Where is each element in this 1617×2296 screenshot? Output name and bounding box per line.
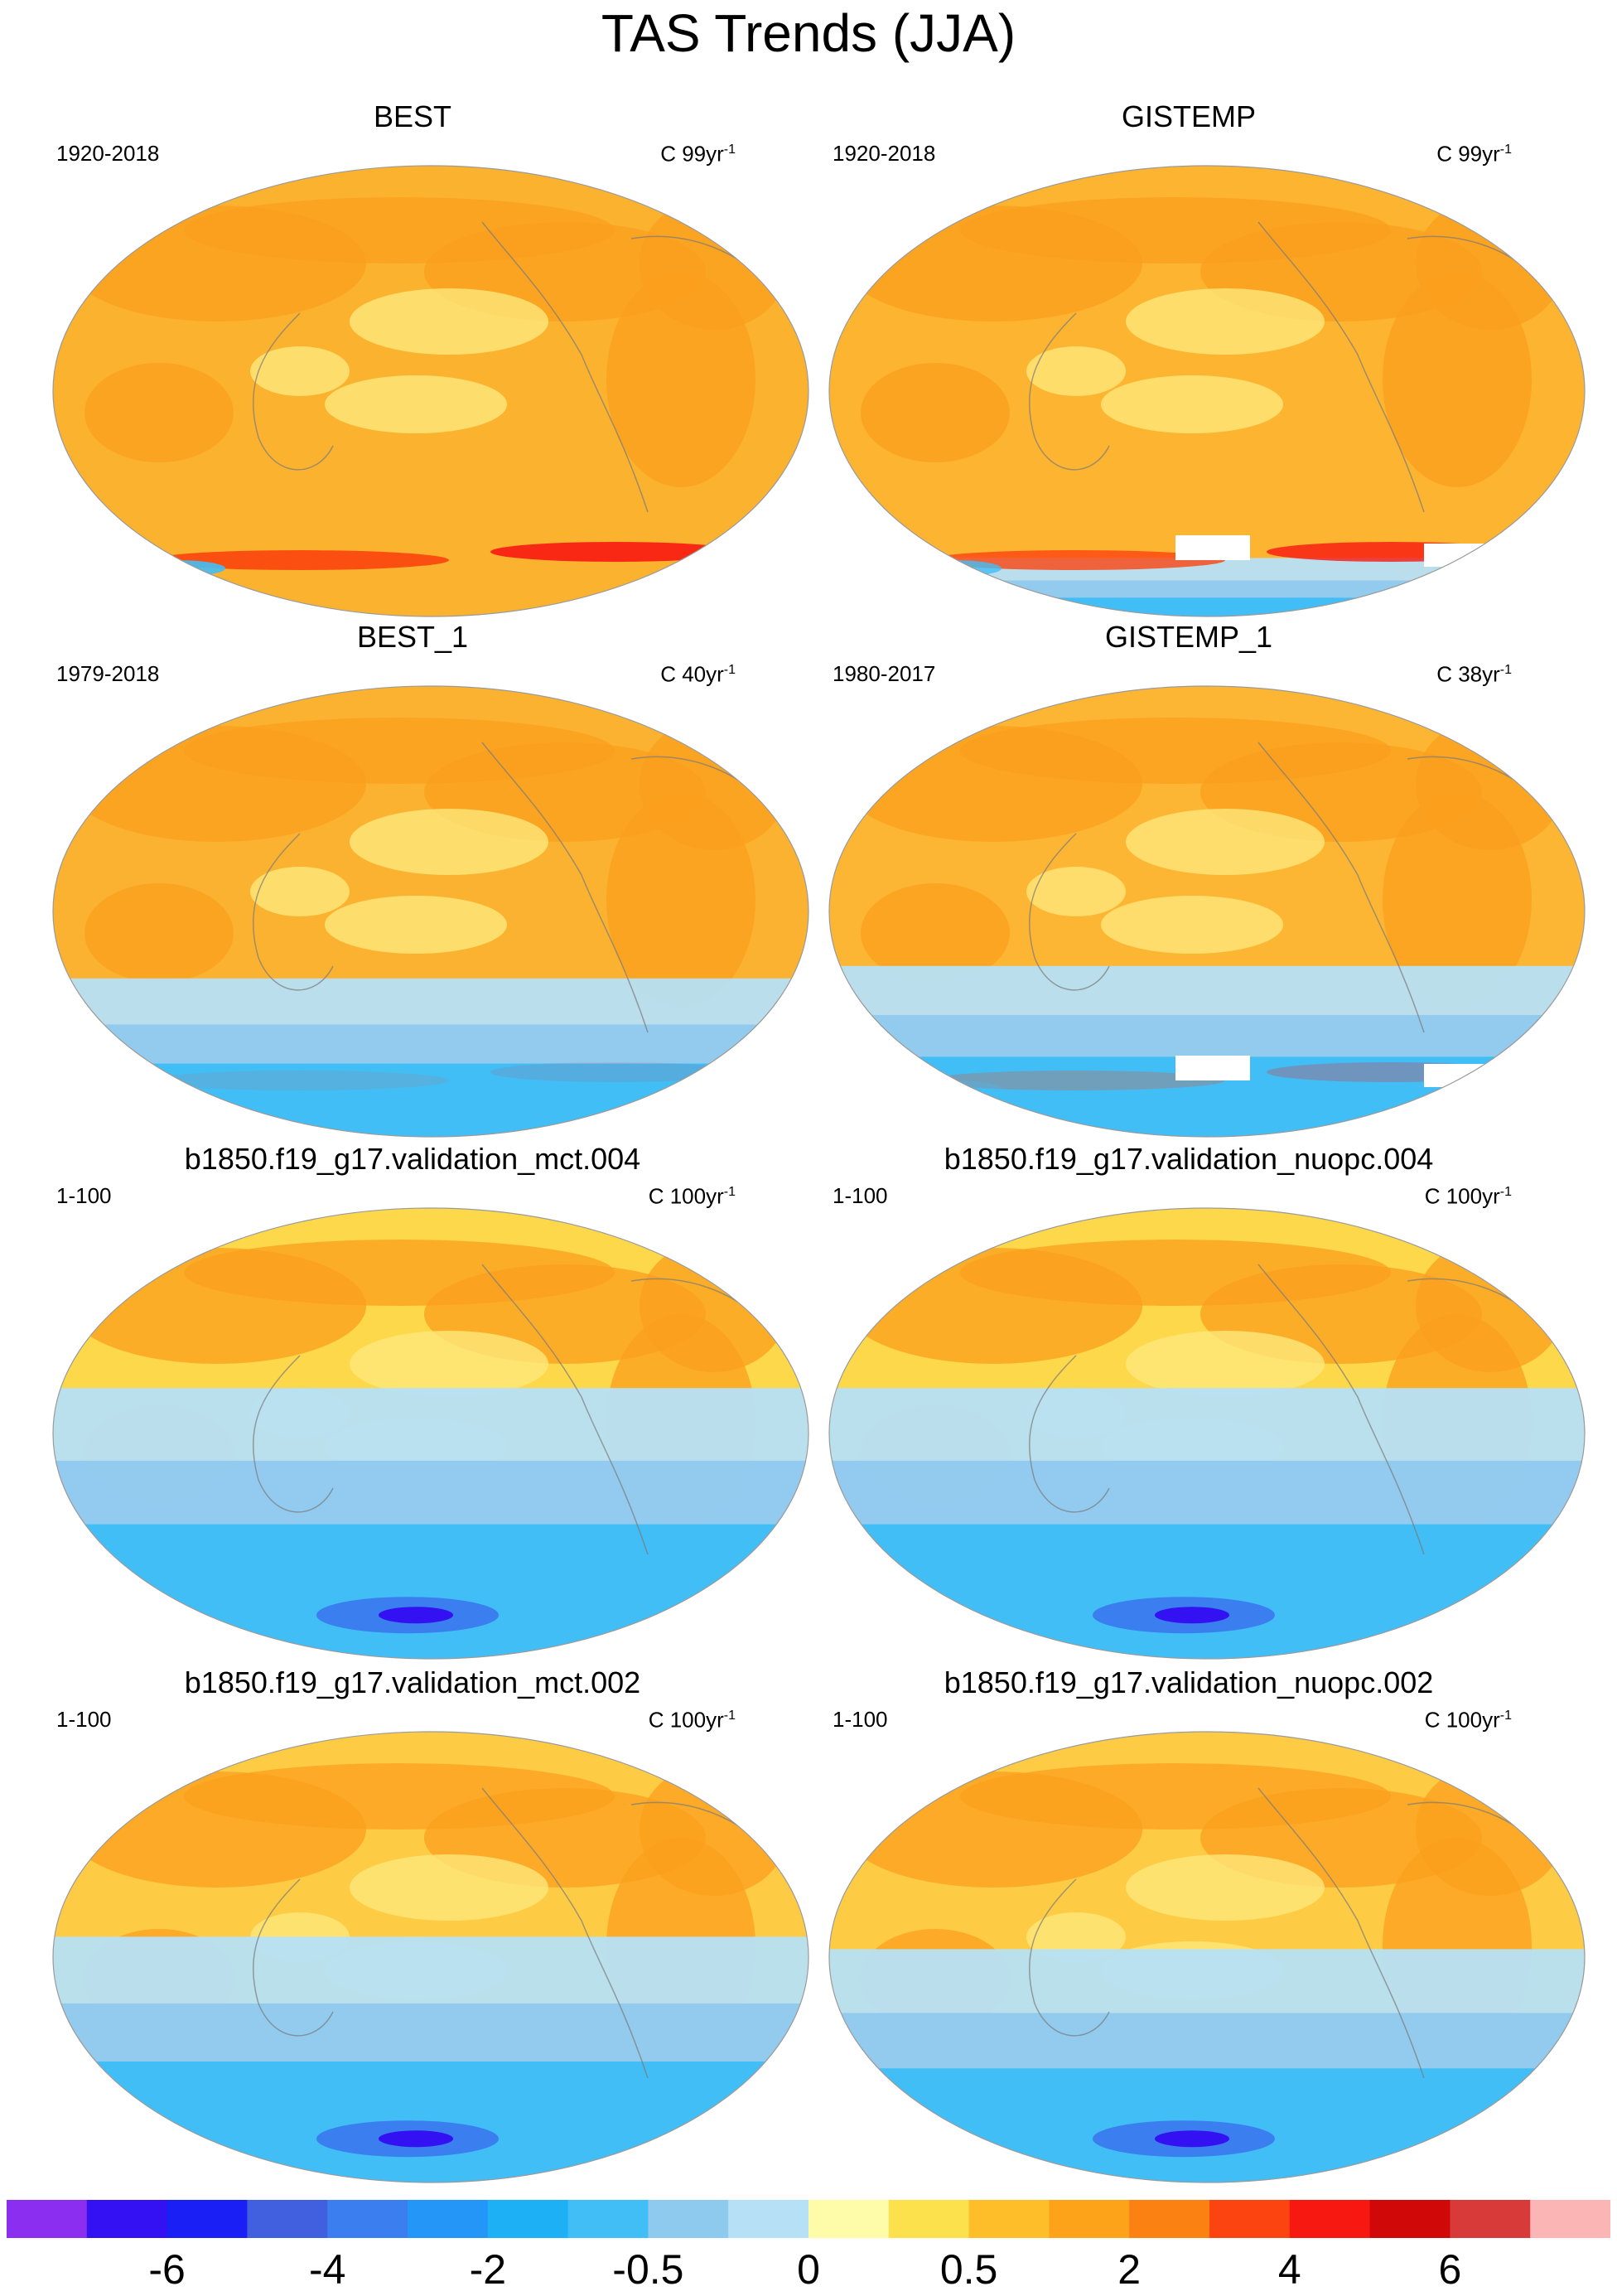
colorbar-swatch (888, 2200, 970, 2238)
map-border (52, 1731, 809, 2183)
map-panel: BEST 1920-2018 C 99yr-1 (15, 99, 810, 630)
colorbar-tick-label: 0.5 (939, 2246, 998, 2293)
panel-period: 1980-2017 (833, 661, 936, 686)
colorbar-swatch (728, 2200, 809, 2238)
panel-title: GISTEMP (1121, 99, 1257, 133)
map-panel: b1850.f19_g17.validation_nuopc.004 1-100 C… (791, 1142, 1586, 1672)
colorbar-swatch (648, 2200, 729, 2238)
colorbar-swatch (1289, 2200, 1371, 2238)
colorbar-swatch (487, 2200, 569, 2238)
colorbar-swatch (1209, 2200, 1291, 2238)
trend-map (52, 1731, 809, 2183)
colorbar-labels: -6 -4 -2 -0.5 0 0.5 2 4 6 (0, 2245, 1617, 2295)
colorbar-swatch (327, 2200, 408, 2238)
colorbar-tick-label: -2 (469, 2246, 507, 2293)
trend-map (52, 685, 809, 1138)
map-panel: BEST_1 1979-2018 C 40yr-1 (15, 620, 810, 1150)
colorbar-swatch (1530, 2200, 1610, 2238)
colorbar-swatch (808, 2200, 890, 2238)
panel-title: GISTEMP_1 (1104, 620, 1273, 654)
panel-title: BEST (373, 99, 452, 133)
map-border (52, 1207, 809, 1660)
colorbar-swatch (968, 2200, 1050, 2238)
map-border (828, 1207, 1586, 1660)
map-panel: b1850.f19_g17.validation_mct.004 1-100 C 1… (15, 1142, 810, 1672)
panel-units: C 100yr-1 (648, 1707, 736, 1733)
trend-map (828, 165, 1586, 617)
colorbar-swatch (1129, 2200, 1210, 2238)
trend-map (828, 1207, 1586, 1660)
colorbar-swatch (7, 2200, 88, 2238)
panel-units: C 100yr-1 (1424, 1183, 1512, 1209)
panel-period: 1-100 (56, 1707, 112, 1732)
colorbar-swatch (86, 2200, 168, 2238)
colorbar-swatch (1369, 2200, 1450, 2238)
panel-period: 1979-2018 (56, 661, 160, 686)
colorbar-swatch (1450, 2200, 1531, 2238)
trend-map (52, 165, 809, 617)
map-border (828, 1731, 1586, 2183)
panel-title: b1850.f19_g17.validation_nuopc.002 (944, 1665, 1434, 1699)
colorbar-tick-label: 0 (797, 2246, 820, 2293)
panel-title: b1850.f19_g17.validation_mct.004 (184, 1142, 641, 1176)
panel-period: 1-100 (833, 1707, 888, 1732)
colorbar-swatch (408, 2200, 489, 2238)
panel-units: C 40yr-1 (660, 661, 736, 687)
panel-period: 1-100 (56, 1183, 112, 1208)
panel-units: C 99yr-1 (660, 141, 736, 167)
panel-period: 1920-2018 (56, 141, 160, 166)
map-panel: b1850.f19_g17.validation_mct.002 1-100 C 1… (15, 1665, 810, 2196)
map-panel: GISTEMP 1920-2018 C 99yr-1 (791, 99, 1586, 630)
panel-units: C 38yr-1 (1436, 661, 1512, 687)
panel-title: BEST_1 (356, 620, 469, 654)
trend-map (828, 1731, 1586, 2183)
colorbar-tick-label: 4 (1277, 2246, 1301, 2293)
colorbar-tick-label: -6 (148, 2246, 186, 2293)
colorbar-tick-label: 6 (1438, 2246, 1462, 2293)
map-border (52, 165, 809, 617)
panel-title: b1850.f19_g17.validation_nuopc.004 (944, 1142, 1434, 1176)
panel-units: C 99yr-1 (1436, 141, 1512, 167)
panel-units: C 100yr-1 (648, 1183, 736, 1209)
colorbar-swatch (1049, 2200, 1130, 2238)
map-panel: b1850.f19_g17.validation_nuopc.002 1-100 C… (791, 1665, 1586, 2196)
colorbar-swatch (167, 2200, 248, 2238)
colorbar-tick-label: -4 (308, 2246, 346, 2293)
map-border (828, 165, 1586, 617)
colorbar-swatch (567, 2200, 649, 2238)
figure-title: TAS Trends (JJA) (601, 3, 1016, 63)
panel-units: C 100yr-1 (1424, 1707, 1512, 1733)
colorbar-tick-label: -0.5 (612, 2246, 684, 2293)
map-panel: GISTEMP_1 1980-2017 C 38yr-1 (791, 620, 1586, 1150)
trend-map (828, 685, 1586, 1138)
colorbar-swatch (247, 2200, 328, 2238)
panel-period: 1920-2018 (833, 141, 936, 166)
colorbar (7, 2200, 1610, 2238)
panel-title: b1850.f19_g17.validation_mct.002 (184, 1665, 641, 1699)
panel-period: 1-100 (833, 1183, 888, 1208)
colorbar-tick-label: 2 (1117, 2246, 1142, 2293)
map-border (828, 685, 1586, 1138)
map-border (52, 685, 809, 1138)
trend-map (52, 1207, 809, 1660)
